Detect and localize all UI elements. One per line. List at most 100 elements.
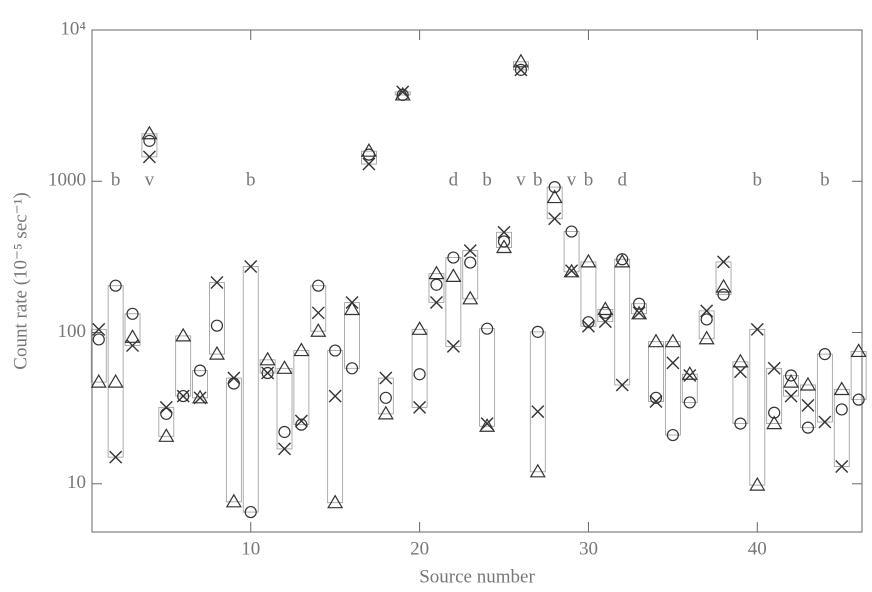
circle-marker bbox=[295, 418, 308, 431]
cross-marker bbox=[835, 460, 849, 474]
triangle-marker bbox=[124, 329, 141, 343]
triangle-marker bbox=[343, 301, 361, 316]
cross-marker bbox=[700, 304, 714, 318]
circle-marker bbox=[717, 288, 730, 301]
triangle-marker bbox=[732, 353, 749, 368]
x-tick-label: 10 bbox=[241, 538, 260, 559]
cross-marker bbox=[142, 150, 156, 164]
cross-marker bbox=[210, 276, 224, 290]
circle-marker bbox=[244, 505, 257, 519]
triangle-marker bbox=[141, 125, 158, 140]
annotation: d bbox=[449, 169, 459, 190]
circle-marker bbox=[379, 391, 392, 404]
x-tick-label: 30 bbox=[579, 538, 598, 559]
triangle-marker bbox=[225, 493, 242, 508]
y-tick-label: 100 bbox=[58, 321, 87, 342]
circle-marker bbox=[514, 63, 528, 76]
cross-marker bbox=[581, 319, 595, 333]
annotation: b bbox=[482, 169, 492, 190]
circle-marker bbox=[210, 319, 224, 332]
cross-marker bbox=[261, 366, 275, 380]
circle-marker bbox=[548, 180, 561, 194]
y-tick-label: 1000 bbox=[48, 170, 86, 191]
range-box bbox=[276, 367, 293, 450]
circle-marker bbox=[818, 348, 831, 361]
circle-marker bbox=[126, 307, 139, 320]
annotation: v bbox=[145, 169, 155, 190]
range-box bbox=[293, 350, 310, 426]
triangle-marker bbox=[833, 381, 850, 396]
triangle-marker bbox=[276, 360, 293, 374]
triangle-marker bbox=[360, 143, 377, 157]
circle-marker bbox=[734, 417, 747, 430]
cross-marker bbox=[109, 450, 123, 464]
triangle-marker bbox=[445, 268, 462, 282]
triangle-marker bbox=[293, 342, 310, 357]
circle-marker bbox=[666, 428, 679, 442]
triangle-marker bbox=[462, 290, 479, 305]
triangle-marker bbox=[192, 389, 209, 404]
triangle-marker bbox=[614, 253, 631, 268]
circle-marker bbox=[633, 297, 646, 310]
circle-marker bbox=[430, 278, 443, 291]
circle-marker bbox=[312, 279, 325, 292]
cross-marker bbox=[615, 378, 629, 392]
circle-marker bbox=[278, 425, 291, 439]
cross-marker bbox=[159, 400, 173, 414]
circle-marker bbox=[801, 421, 815, 434]
cross-marker bbox=[311, 306, 325, 320]
triangle-marker bbox=[175, 327, 192, 342]
triangle-marker bbox=[631, 305, 648, 320]
cross-marker bbox=[92, 322, 106, 336]
annotation: b bbox=[533, 169, 543, 190]
cross-marker bbox=[666, 356, 680, 370]
cross-marker bbox=[446, 339, 460, 353]
cross-marker bbox=[362, 157, 376, 171]
annotation: b bbox=[111, 169, 121, 190]
circle-marker bbox=[768, 406, 781, 419]
circle-marker bbox=[683, 396, 696, 409]
triangle-marker bbox=[766, 415, 783, 430]
annotation: d bbox=[617, 169, 627, 190]
circle-marker bbox=[497, 235, 511, 248]
annotation: b bbox=[820, 169, 830, 190]
circle-marker bbox=[92, 333, 105, 346]
triangle-marker bbox=[546, 189, 563, 204]
cross-marker bbox=[429, 295, 443, 309]
circle-marker bbox=[531, 325, 544, 338]
triangle-marker bbox=[698, 330, 715, 345]
circle-marker bbox=[447, 251, 460, 264]
y-tick-label: 10 bbox=[67, 472, 86, 493]
circle-marker bbox=[413, 368, 426, 381]
cross-marker bbox=[244, 260, 258, 274]
cross-marker bbox=[278, 442, 291, 456]
range-box bbox=[800, 384, 816, 429]
cross-marker bbox=[328, 389, 342, 403]
circle-marker bbox=[227, 377, 240, 390]
triangle-marker bbox=[394, 86, 411, 101]
cross-marker bbox=[598, 315, 612, 329]
circle-marker bbox=[565, 225, 578, 238]
range-box bbox=[749, 328, 766, 486]
cross-marker bbox=[345, 295, 359, 309]
cross-marker bbox=[396, 85, 410, 99]
triangle-marker bbox=[90, 373, 107, 388]
cross-marker bbox=[649, 394, 663, 408]
triangle-marker bbox=[850, 343, 867, 358]
range-box bbox=[529, 331, 546, 473]
range-box bbox=[310, 285, 327, 332]
range-box bbox=[209, 282, 225, 355]
cross-marker bbox=[176, 389, 190, 403]
triangle-marker bbox=[107, 373, 124, 388]
cross-marker bbox=[413, 400, 427, 414]
triangle-marker bbox=[479, 418, 496, 432]
x-tick-label: 40 bbox=[748, 538, 767, 559]
triangle-marker bbox=[208, 345, 226, 360]
cross-marker bbox=[379, 371, 393, 385]
triangle-marker bbox=[411, 321, 428, 335]
cross-marker bbox=[717, 255, 731, 269]
triangle-marker bbox=[512, 53, 529, 68]
range-box bbox=[479, 328, 496, 427]
range-box bbox=[614, 258, 631, 386]
